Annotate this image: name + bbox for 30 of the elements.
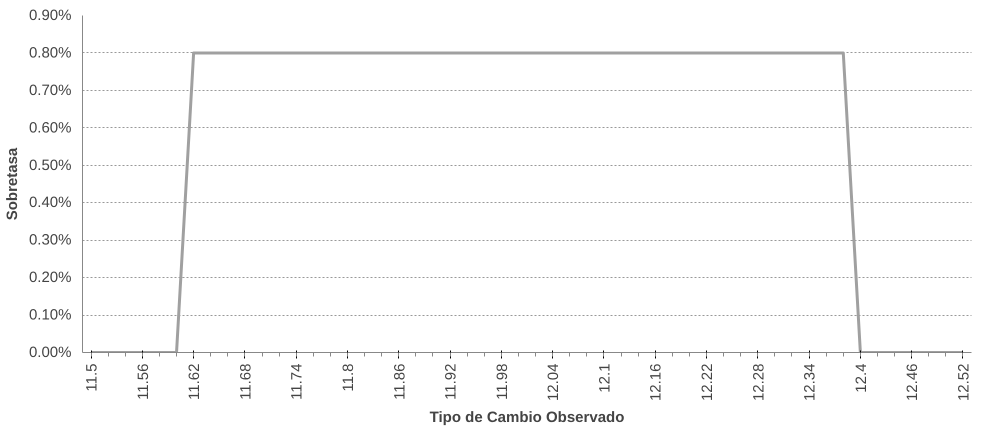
x-axis-title: Tipo de Cambio Observado bbox=[430, 409, 624, 426]
y-tick-label: 0.70% bbox=[28, 82, 72, 99]
y-tick-label: 0.60% bbox=[28, 119, 72, 136]
x-tick-label: 11.92 bbox=[442, 363, 460, 400]
y-tick-label: 0.10% bbox=[28, 306, 72, 324]
y-tick-label: 0.40% bbox=[28, 194, 72, 212]
x-tick-label: 12.46 bbox=[904, 363, 922, 402]
x-tick-label: 12.34 bbox=[802, 363, 819, 402]
x-tick-label: 11.86 bbox=[391, 363, 408, 400]
x-tick-label: 11.74 bbox=[288, 363, 306, 400]
y-tick-label: 0.50% bbox=[28, 156, 72, 174]
x-tick-label: 12.16 bbox=[648, 363, 665, 402]
y-tick-label: 0.80% bbox=[28, 44, 72, 62]
x-tick-label: 11.98 bbox=[494, 363, 511, 400]
y-tick-label: 0.20% bbox=[28, 269, 72, 286]
x-tick-label: 12.28 bbox=[750, 363, 768, 402]
y-tick-label: 0.90% bbox=[28, 7, 72, 24]
y-tick-label: 0.00% bbox=[28, 344, 72, 361]
x-tick-label: 11.56 bbox=[134, 363, 152, 400]
x-tick-label: 11.5 bbox=[84, 363, 101, 392]
x-tick-label: 12.52 bbox=[955, 363, 972, 402]
x-tick-label: 12.1 bbox=[596, 363, 614, 393]
x-tick-label: 11.68 bbox=[237, 363, 254, 400]
y-axis-title: Sobretasa bbox=[4, 147, 21, 220]
y-tick-label: 0.30% bbox=[28, 232, 72, 249]
x-tick-label: 11.62 bbox=[186, 363, 204, 400]
x-tick-label: 12.4 bbox=[852, 363, 870, 393]
x-tick-label: 11.8 bbox=[340, 363, 357, 392]
x-tick-label: 12.22 bbox=[699, 363, 716, 402]
x-tick-label: 12.04 bbox=[545, 363, 562, 402]
